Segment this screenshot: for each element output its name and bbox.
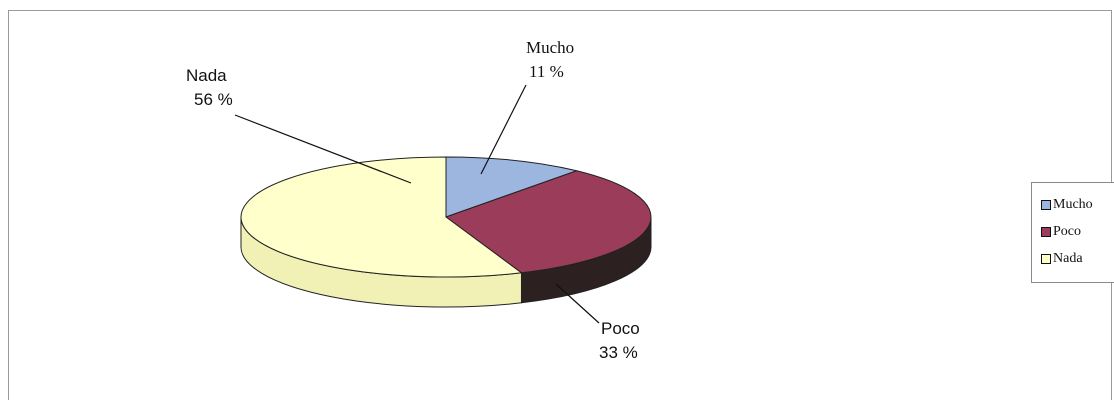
legend-label-poco: Poco (1053, 223, 1081, 239)
chart-area: Nada 56 % Mucho 11 % Poco 33 % Mucho Poc… (8, 10, 1114, 400)
pie-slice-poco (444, 170, 652, 274)
legend-item-mucho: Mucho (1032, 191, 1114, 218)
legend-item-nada: Nada (1032, 245, 1114, 272)
label-poco-pct: 33 % (599, 343, 638, 362)
label-poco: Poco 33 % (599, 319, 640, 362)
label-nada: Nada 56 % (186, 66, 233, 109)
label-mucho-pct: 11 % (529, 62, 564, 81)
label-nada-pct: 56 % (194, 90, 233, 109)
legend-swatch-nada (1041, 253, 1051, 264)
chart-legend: Mucho Poco Nada (1031, 182, 1114, 283)
leader-line-mucho (480, 84, 527, 175)
pie-chart: Nada 56 % Mucho 11 % Poco 33 % (186, 38, 652, 362)
leader-line-nada (234, 114, 412, 184)
legend-swatch-mucho (1041, 199, 1051, 210)
label-nada-name: Nada (186, 66, 227, 85)
pie-slice-mucho (445, 156, 579, 218)
leader-line-poco (555, 283, 600, 324)
legend-item-poco: Poco (1032, 218, 1114, 245)
legend-label-mucho: Mucho (1053, 196, 1093, 212)
label-mucho: Mucho 11 % (526, 38, 574, 81)
legend-swatch-poco (1041, 226, 1051, 237)
legend-label-nada: Nada (1053, 250, 1083, 266)
label-poco-name: Poco (601, 319, 640, 338)
label-mucho-name: Mucho (526, 38, 574, 57)
pie-slice-nada (240, 156, 523, 278)
